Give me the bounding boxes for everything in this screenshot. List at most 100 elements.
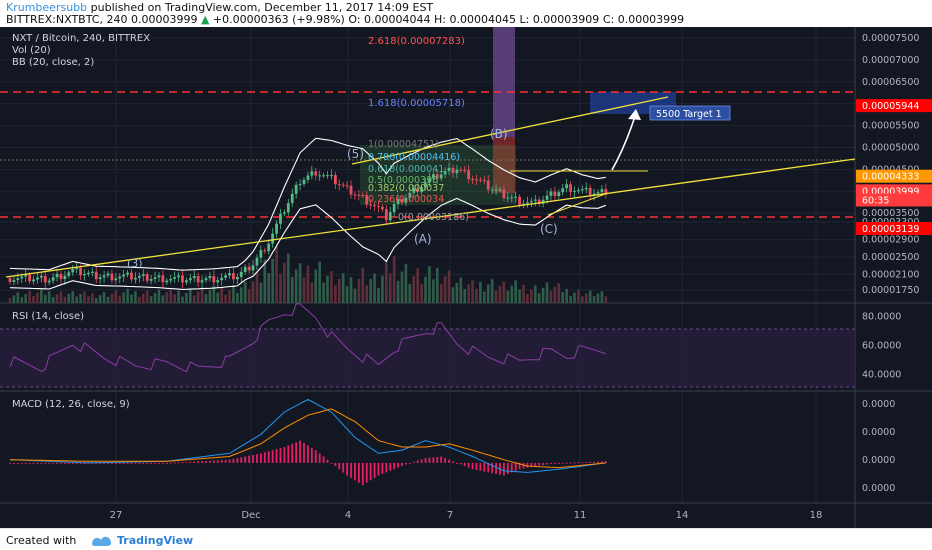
macd-hist-bar (330, 462, 333, 464)
time-tick-label: 14 (676, 510, 689, 521)
candle-body (365, 195, 369, 205)
macd-hist-bar (283, 447, 286, 463)
volume-bar (75, 296, 78, 303)
candle-body (114, 278, 118, 281)
macd-hist-bar (244, 456, 247, 463)
volume-bar (381, 275, 384, 303)
volume-bar (353, 288, 357, 303)
tradingview-brand[interactable]: TradingView (117, 534, 194, 547)
volume-bar (63, 296, 67, 303)
volume-bar (189, 289, 192, 303)
volume-bar (561, 292, 565, 303)
price-tag-box (856, 169, 932, 183)
volume-bar (251, 281, 255, 303)
candle-body (416, 188, 420, 192)
macd-line (9, 398, 606, 473)
macd-hist-bar (530, 462, 533, 467)
macd-hist-bar (83, 462, 86, 464)
candle-body (565, 184, 569, 189)
legend-rsi: RSI (14, close) (12, 311, 84, 322)
volume-bar (145, 290, 149, 303)
candle-body (463, 170, 467, 172)
candle-body (157, 275, 161, 278)
macd-hist-bar (467, 462, 470, 468)
macd-hist-bar (32, 462, 35, 464)
volume-bar (47, 291, 51, 303)
volume-bar (369, 278, 372, 303)
wave-label-5: (5) (347, 147, 364, 161)
volume-bar (573, 292, 576, 303)
candle-body (302, 179, 306, 185)
candle-body (475, 179, 478, 181)
volume-bar (604, 296, 608, 303)
macd-tick-label: 0.0000 (862, 399, 895, 410)
chart-canvas[interactable]: 2.618(0.00007283) 1.618(0.00005718) 1(0.… (0, 27, 932, 528)
macd-hist-bar (228, 459, 231, 463)
candle-body (373, 205, 376, 207)
macd-axis[interactable]: 0.0000 0.0000 0.0000 0.0000 (862, 399, 895, 494)
volume-bar (24, 294, 27, 303)
macd-hist-bar (99, 462, 102, 464)
legend-title: NXT / Bitcoin, 240, BITTREX (12, 33, 150, 44)
volume-bar (173, 294, 176, 303)
fib-label-1618: 1.618(0.00005718) (368, 98, 465, 109)
volume-bar (549, 290, 553, 303)
rsi-axis[interactable]: 80.0000 60.0000 40.0000 (862, 312, 901, 381)
volume-bar (545, 282, 549, 303)
volume-bar (416, 268, 419, 303)
tradingview-logo-icon[interactable] (90, 532, 114, 548)
macd-tick-label: 0.0000 (862, 427, 895, 438)
candle-body (345, 185, 349, 187)
macd-hist-bar (593, 461, 595, 463)
volume-bar (71, 291, 75, 303)
volume-bar (216, 292, 220, 303)
macd-hist-bar (510, 462, 513, 473)
volume-bar (36, 292, 39, 303)
candle-body (443, 171, 447, 175)
macd-hist-bar (534, 462, 537, 467)
candle-body (43, 275, 47, 283)
macd-hist-bar (216, 460, 219, 463)
macd-hist-bar (581, 462, 584, 464)
candle-body (377, 206, 380, 208)
time-tick-label: 7 (447, 510, 453, 521)
time-axis[interactable]: 27 Dec 4 7 11 14 18 (110, 510, 823, 521)
volume-bar (447, 270, 451, 303)
wave-label-c: (C) (540, 222, 558, 236)
candle-body (118, 276, 122, 279)
volume-bar (43, 294, 47, 303)
volume-bar (102, 291, 106, 303)
volume-bar (557, 283, 561, 303)
macd-hist-bar (314, 450, 317, 463)
author-link[interactable]: Krumbeersubb (6, 1, 88, 14)
volume-bar (228, 290, 231, 303)
macd-hist-bar (601, 461, 603, 463)
macd-hist-bar (122, 462, 125, 464)
volume-bar (565, 288, 568, 303)
candle-body (561, 188, 565, 193)
volume-bar (361, 267, 365, 303)
candle-body (8, 278, 12, 282)
volume-bar (373, 273, 376, 303)
macd-hist-bar (479, 462, 482, 471)
macd-hist-bar (381, 462, 384, 474)
volume-bar (220, 287, 223, 303)
volume-bar (51, 297, 55, 303)
candle-body (102, 275, 106, 278)
fib-bar-blue (493, 27, 515, 137)
candle-body (247, 266, 251, 271)
candle-body (28, 274, 31, 282)
candle-body (67, 272, 71, 276)
price-tag-box (856, 99, 932, 113)
candle-body (212, 276, 216, 283)
candle-body (263, 250, 267, 252)
footer-bar: Created with TradingView (0, 528, 932, 550)
volume-bar (290, 277, 294, 303)
price-tag-box (856, 193, 932, 207)
macd-hist-bar (361, 462, 364, 486)
macd-hist-bar (412, 461, 415, 463)
volume-bar (224, 294, 227, 303)
macd-hist-bar (103, 462, 105, 464)
rsi-line (9, 303, 606, 373)
volume-bar (208, 290, 212, 303)
